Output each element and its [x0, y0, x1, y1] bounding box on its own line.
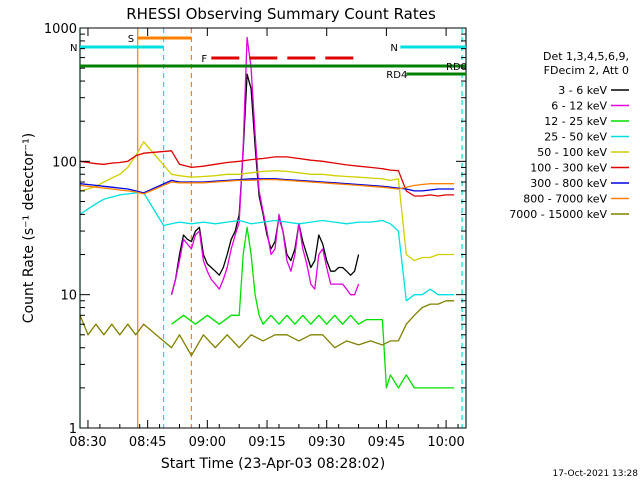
- series-line-7: [79, 178, 455, 195]
- series-line-5: [79, 150, 455, 197]
- legend-label-1: 6 - 12 keV: [551, 100, 607, 113]
- legend-label-2: 12 - 25 keV: [544, 115, 607, 128]
- legend-label-0: 3 - 6 keV: [558, 84, 607, 97]
- flag-label-4: RD0: [446, 62, 467, 73]
- legend-label-6: 300 - 800 keV: [530, 177, 607, 190]
- legend-label-3: 25 - 50 keV: [544, 131, 607, 144]
- legend-title-line-0: Det 1,3,4,5,6,9,: [543, 50, 629, 63]
- chart-title: RHESSI Observing Summary Count Rates: [126, 5, 436, 23]
- flag-label-5: RD4: [386, 70, 407, 81]
- y-tick-label-3: 1000: [44, 22, 77, 37]
- flag-label-1: N: [70, 43, 77, 54]
- y-tick-label-0: 1: [69, 422, 77, 437]
- series-line-2: [171, 226, 455, 389]
- legend-label-4: 50 - 100 keV: [537, 146, 607, 159]
- flag-label-0: S: [128, 34, 134, 45]
- series-line-8: [79, 300, 455, 357]
- x-tick-label-5: 09:45: [368, 435, 405, 450]
- y-tick-label-2: 100: [52, 155, 77, 170]
- x-axis: 08:30 08:45 09:00 09:15 09:30 09:45 10:00: [69, 28, 465, 450]
- series-line-4: [79, 141, 455, 262]
- x-tick-label-4: 09:30: [308, 435, 345, 450]
- legend: Det 1,3,4,5,6,9,FDecim 2, Att 0 3 - 6 keV…: [509, 50, 629, 221]
- legend-label-8: 7000 - 15000 keV: [509, 208, 607, 221]
- flag-label-3: F: [201, 54, 207, 65]
- y-tick-label-1: 10: [60, 289, 77, 304]
- x-axis-label: Start Time (23-Apr-03 08:28:02): [161, 456, 385, 472]
- y-axis: 1 10 100 1000: [44, 22, 466, 437]
- x-tick-label-2: 09:00: [189, 435, 226, 450]
- x-tick-label-0: 08:30: [69, 435, 106, 450]
- series-line-6: [79, 178, 455, 194]
- plot-frame: [79, 27, 467, 429]
- plot-area: [79, 28, 467, 428]
- legend-title-line-1: FDecim 2, Att 0: [544, 64, 629, 77]
- x-tick-label-6: 10:00: [427, 435, 464, 450]
- series-line-0: [170, 73, 360, 295]
- date-stamp: 17-Oct-2021 13:28: [553, 469, 639, 479]
- flag-label-2: N: [390, 43, 397, 54]
- series-line-3: [79, 192, 455, 302]
- x-tick-label-1: 08:45: [129, 435, 166, 450]
- flag-bars: S N N F RD0 RD4: [70, 34, 467, 81]
- legend-label-7: 800 - 7000 keV: [523, 193, 607, 206]
- x-tick-label-3: 09:15: [248, 435, 285, 450]
- legend-label-5: 100 - 300 keV: [530, 162, 607, 175]
- y-axis-label: Count Rate (s⁻¹ detector⁻¹): [21, 133, 37, 323]
